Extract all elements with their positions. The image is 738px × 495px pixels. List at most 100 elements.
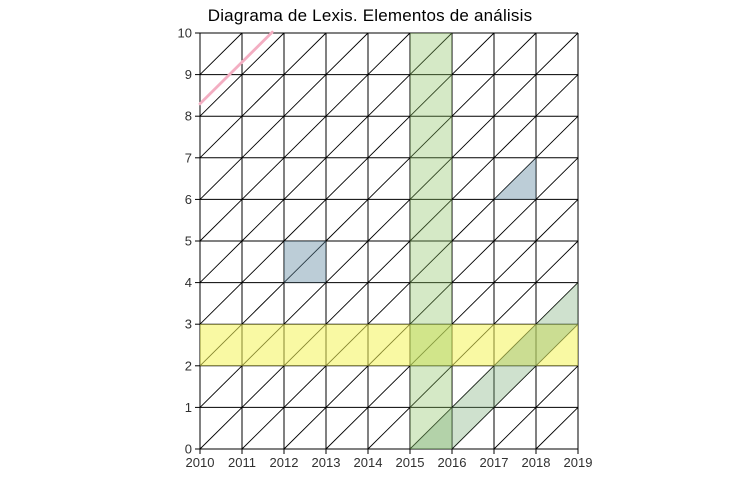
y-axis-tick-label: 7 [185, 150, 192, 165]
grid-cell-diagonal [409, 199, 453, 242]
grid-cell-diagonal [325, 199, 369, 242]
x-axis-tick-label: 2011 [228, 455, 256, 470]
grid-cell-diagonal [283, 365, 327, 408]
grid-cell-diagonal [241, 115, 285, 159]
y-axis-tick-label: 1 [185, 400, 192, 415]
grid-cell-diagonal [451, 157, 495, 200]
grid-cell-diagonal [367, 115, 411, 159]
grid-cell-diagonal [241, 157, 285, 200]
grid-cell-diagonal [409, 240, 453, 283]
grid-cell-diagonal [451, 32, 495, 75]
grid-cell-diagonal [241, 74, 285, 117]
grid-cell-diagonal [493, 115, 537, 159]
grid-cell-diagonal [283, 282, 327, 325]
grid-cell-diagonal [535, 407, 579, 450]
grid-cell-diagonal [409, 115, 453, 159]
x-axis-tick-label: 2017 [480, 455, 509, 470]
grid-cell-diagonal [535, 74, 579, 117]
grid-cell-diagonal [451, 74, 495, 117]
grid-cell-diagonal [283, 407, 327, 450]
grid-cell-diagonal [451, 240, 495, 283]
grid-cell-diagonal [325, 32, 369, 75]
grid-cell-diagonal [325, 157, 369, 200]
grid-cell-diagonal [493, 74, 537, 117]
grid-cell-diagonal [535, 157, 579, 200]
cohort-triangle [494, 157, 536, 200]
cohort-band [410, 282, 578, 449]
grid-cell-diagonal [409, 407, 453, 450]
grid-cell-diagonal [241, 282, 285, 325]
grid-cell-diagonal [199, 199, 243, 242]
grid-cell-diagonal [535, 282, 579, 325]
grid-cell-diagonal [241, 240, 285, 283]
grid-cell-diagonal [367, 365, 411, 408]
grid-cell-diagonal [325, 282, 369, 325]
chart-title: Diagrama de Lexis. Elementos de análisis [207, 6, 533, 25]
grid-cell-diagonal [199, 32, 243, 75]
grid-cell-diagonal [367, 199, 411, 242]
grid-cell-diagonal [199, 115, 243, 159]
y-axis-tick-label: 4 [185, 275, 192, 290]
grid-cell-diagonal [493, 157, 537, 200]
x-axis-tick-label: 2018 [522, 455, 551, 470]
grid-cell-diagonal [199, 282, 243, 325]
grid-cell-diagonal [367, 32, 411, 75]
grid-cell-diagonal [451, 282, 495, 325]
x-axis-tick-label: 2014 [354, 455, 383, 470]
grid-cell-diagonal [199, 365, 243, 408]
x-axis-tick-label: 2012 [270, 455, 299, 470]
grid-cell-diagonal [283, 157, 327, 200]
grid-cell-diagonal [199, 157, 243, 200]
x-axis-tick-label: 2015 [396, 455, 425, 470]
x-axis-tick-label: 2019 [564, 455, 593, 470]
grid-cell-diagonal [367, 157, 411, 200]
grid-cell-diagonal [325, 74, 369, 117]
grid-cell-diagonal [493, 32, 537, 75]
grid-cell-diagonal [409, 32, 453, 75]
y-axis-tick-label: 3 [185, 317, 192, 332]
period-band [410, 33, 452, 449]
grid-cell-diagonal [199, 240, 243, 283]
grid-cell-diagonal [325, 240, 369, 283]
grid-cell-diagonal [451, 365, 495, 408]
grid-cell-diagonal [241, 199, 285, 242]
grid-cell-diagonal [367, 74, 411, 117]
grid-cell-diagonal [451, 115, 495, 159]
y-axis-tick-label: 9 [185, 67, 192, 82]
grid-cell-diagonal [493, 199, 537, 242]
grid-cell-diagonal [493, 365, 537, 408]
grid-cell-diagonal [493, 407, 537, 450]
grid-cell-diagonal [409, 157, 453, 200]
grid-cell-diagonal [283, 199, 327, 242]
y-axis-tick-label: 10 [178, 26, 192, 41]
grid-cell-diagonal [283, 74, 327, 117]
grid-cell-diagonal [241, 407, 285, 450]
grid-cell-diagonal [367, 407, 411, 450]
grid-cell-diagonal [325, 365, 369, 408]
grid-cell-diagonal [367, 240, 411, 283]
grid-cell-diagonal [535, 199, 579, 242]
grid-cell-diagonal [535, 32, 579, 75]
age-band [200, 324, 578, 366]
grid-cell-diagonal [451, 407, 495, 450]
grid-cell-diagonal [367, 282, 411, 325]
y-axis-tick-label: 6 [185, 192, 192, 207]
grid-cell-diagonal [535, 365, 579, 408]
grid-cell-diagonal [535, 115, 579, 159]
lifeline [198, 30, 274, 106]
grid-cell-diagonal [199, 74, 243, 117]
grid-cell-diagonal [325, 407, 369, 450]
grid-cell-diagonal [283, 115, 327, 159]
grid-cell-diagonal [241, 365, 285, 408]
grid-cell-diagonal [409, 365, 453, 408]
grid-cell-diagonal [493, 240, 537, 283]
x-axis-tick-label: 2013 [312, 455, 341, 470]
y-axis-tick-label: 8 [185, 109, 192, 124]
y-axis-tick-label: 2 [185, 358, 192, 373]
grid-cell-diagonal [409, 74, 453, 117]
x-axis-tick-label: 2010 [186, 455, 215, 470]
grid-cell-diagonal [283, 240, 327, 283]
grid-cell-diagonal [409, 282, 453, 325]
